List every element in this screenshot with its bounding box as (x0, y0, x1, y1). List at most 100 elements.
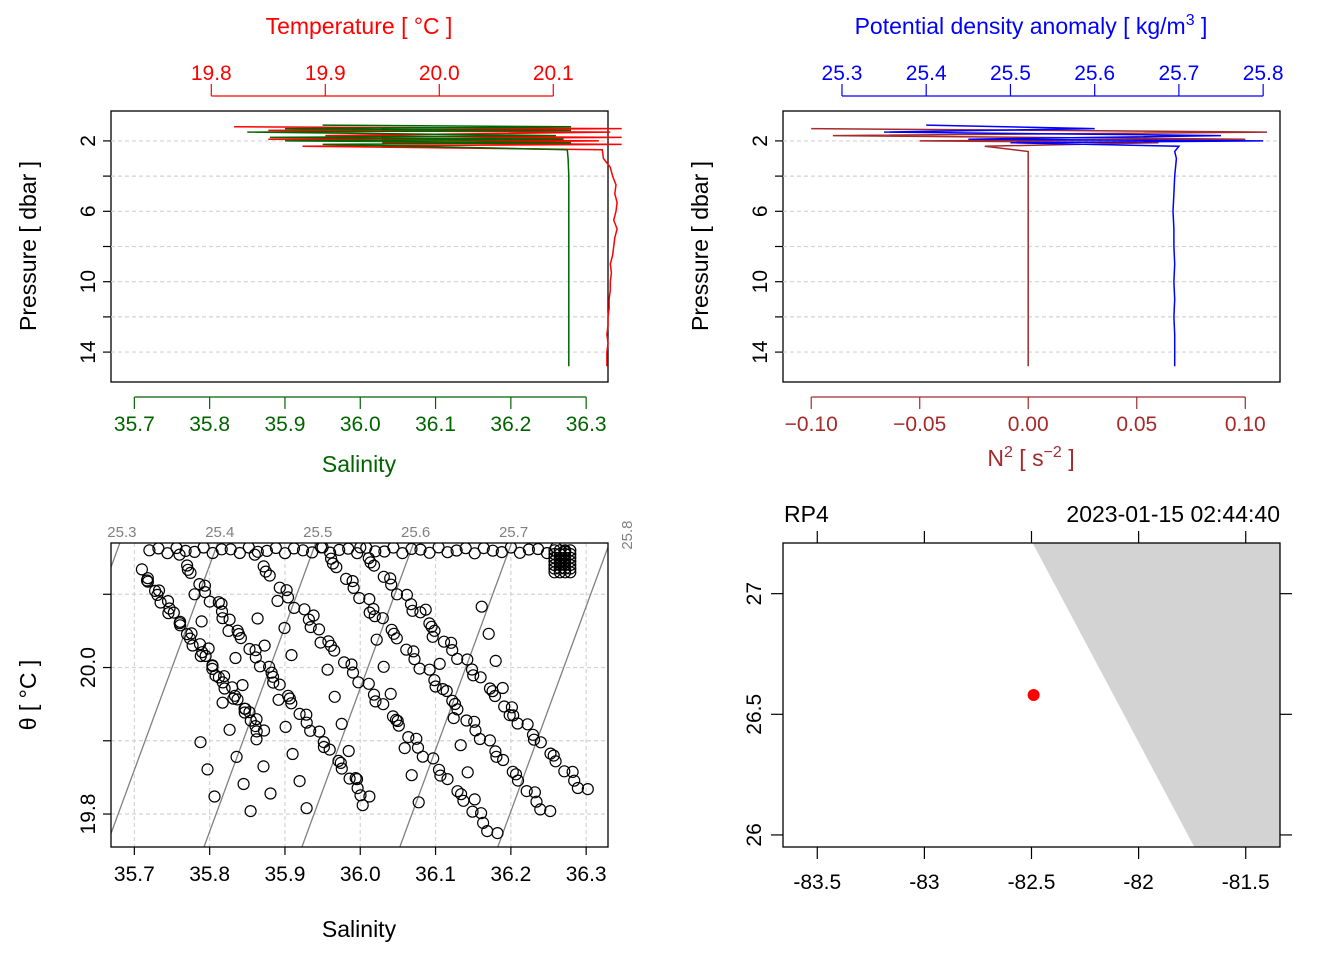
pressure-tick-label: 10 (77, 270, 100, 293)
ts-point (161, 547, 174, 560)
ts-point (511, 717, 524, 730)
ts-point (293, 774, 306, 788)
ts-point (238, 706, 251, 719)
bottom-axis-tick-label: −0.10 (785, 413, 838, 436)
lon-tick-label: -83 (909, 871, 939, 894)
ts-point (216, 696, 229, 709)
ts-xtick-label: 35.8 (189, 863, 230, 886)
ts-point (386, 710, 400, 723)
ts-point (195, 615, 208, 628)
ts-point (269, 543, 282, 555)
ts-point (475, 600, 488, 613)
ts-point (391, 714, 404, 728)
ts-point (491, 826, 504, 840)
panel1-grid (111, 140, 608, 353)
ts-point (251, 612, 264, 625)
ts-point (260, 544, 273, 558)
ts-point (466, 805, 479, 818)
lat-tick-label: 26 (743, 823, 766, 846)
ts-point (202, 642, 215, 655)
ts-point (483, 734, 496, 747)
ts-point (216, 676, 229, 689)
top-axis-tick-label: 25.3 (822, 62, 863, 85)
ts-point (566, 765, 579, 779)
ts-point (521, 718, 534, 731)
bottom-axis-tick-label: 36.2 (490, 413, 531, 436)
ts-point (490, 750, 503, 763)
ts-point (407, 645, 420, 658)
ts-point (229, 651, 242, 665)
ts-point (257, 560, 270, 573)
ts-point (328, 644, 341, 657)
bottom-axis-tick-label: 0.05 (1116, 413, 1157, 436)
ts-point (534, 803, 547, 816)
ts-point (273, 581, 286, 594)
top-axis-tick-label: 19.9 (305, 62, 346, 85)
ts-point (513, 546, 527, 559)
ts-point (317, 735, 330, 749)
ts-point (173, 548, 186, 561)
ts-point (223, 613, 236, 626)
ts-point (483, 682, 497, 695)
salinity-axis-label: Salinity (322, 451, 397, 477)
ts-point (354, 543, 367, 554)
ts-point (257, 724, 271, 737)
ts-point (306, 546, 319, 559)
pressure-axis-label-2: Pressure [ dbar ] (687, 161, 713, 331)
panel3-frame (110, 542, 609, 848)
ts-point (376, 612, 389, 625)
ts-point (323, 743, 336, 756)
ts-point (425, 620, 438, 633)
lon-tick-label: -81.5 (1222, 871, 1270, 894)
ts-xtick-label: 35.9 (265, 863, 306, 886)
panel-density-n2: 2 6 10 14 25.3 25.4 25.5 25.6 25.7 25.8 −0.10 −0.05… (687, 12, 1284, 471)
temperature-profile-line (234, 126, 622, 367)
ts-point (489, 745, 502, 758)
top-axis-tick-label: 25.6 (1074, 62, 1115, 85)
ts-point (437, 635, 451, 648)
station-marker (1027, 689, 1040, 701)
ts-point (389, 713, 403, 727)
pressure-tick-label: 6 (749, 205, 772, 217)
ts-point (351, 781, 364, 795)
ts-point (440, 684, 453, 698)
panel-salinity-temperature: 2 6 10 14 19.8 19.9 20.0 20.1 35.7 35.8 35.9 36.0 36… (15, 13, 622, 477)
ts-point (367, 559, 381, 572)
pressure-tick-label: 2 (749, 135, 772, 147)
ts-point (433, 657, 446, 671)
ts-point (526, 728, 540, 741)
ts-xlabel: Salinity (322, 916, 397, 942)
ts-point (265, 666, 278, 679)
ts-point (338, 656, 351, 669)
ts-point (300, 802, 313, 815)
ts-point (154, 596, 167, 609)
ts-point (233, 546, 246, 560)
isopycnal-line (301, 543, 415, 847)
bottom-axis-tick-label: 36.0 (340, 413, 381, 436)
ts-point (477, 543, 490, 555)
ts-point (239, 702, 252, 715)
ts-point (285, 697, 298, 710)
ts-point (151, 588, 164, 602)
ts-point (174, 619, 187, 632)
ts-point (367, 688, 381, 701)
ts-point (267, 676, 280, 689)
ts-point (465, 663, 479, 676)
ts-point (475, 807, 488, 820)
ts-point (236, 678, 249, 692)
ts-point (364, 556, 377, 569)
ts-point (271, 594, 284, 608)
ts-point (194, 736, 207, 749)
ts-point (209, 669, 222, 682)
ts-point (406, 604, 419, 617)
ts-point (534, 736, 547, 749)
top-axis-tick-label: 25.4 (906, 62, 947, 85)
isopycnal-label: 25.3 (107, 524, 136, 541)
isopycnal-line (203, 543, 317, 847)
lon-tick-label: -83.5 (793, 871, 841, 894)
ts-point (461, 766, 474, 779)
ts-point (314, 636, 327, 649)
ts-point (549, 755, 562, 768)
ts-point (454, 739, 467, 752)
isopycnal-line (399, 543, 513, 847)
